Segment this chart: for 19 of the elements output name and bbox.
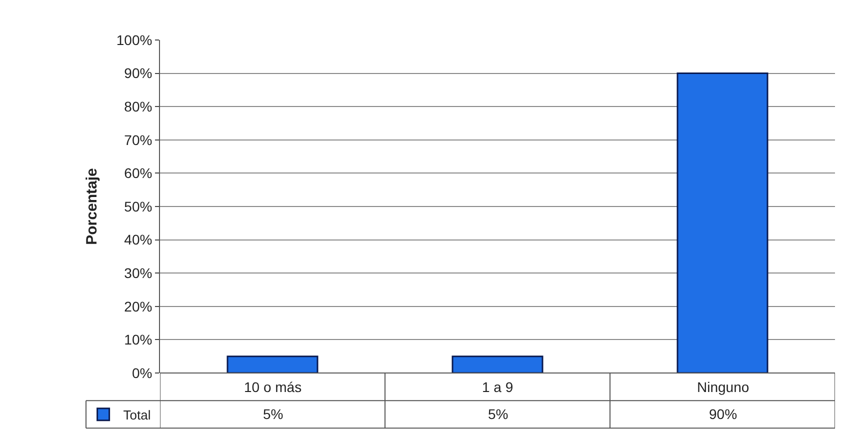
y-tick-label: 80% <box>124 98 152 114</box>
x-tick-label: 1 a 9 <box>482 379 514 395</box>
y-tick-label: 40% <box>124 232 152 248</box>
x-tick-label: Ninguno <box>697 379 750 395</box>
y-tick-label: 70% <box>124 132 152 148</box>
data-label: 5% <box>263 406 284 422</box>
legend-label: Total <box>123 407 151 422</box>
y-tick-label: 100% <box>116 32 152 48</box>
y-tick-label: 20% <box>124 298 152 314</box>
x-tick-label: 10 o más <box>244 379 302 395</box>
y-tick-label: 10% <box>124 332 152 348</box>
data-label: 90% <box>709 406 738 422</box>
y-tick-label: 50% <box>124 198 152 214</box>
y-tick-label: 90% <box>124 65 152 82</box>
y-tick-label: 0% <box>132 364 152 381</box>
y-tick-label: 30% <box>124 265 152 281</box>
y-axis-title: Porcentaje <box>84 168 101 245</box>
y-tick-label: 60% <box>124 165 152 182</box>
data-label: 5% <box>488 406 508 422</box>
